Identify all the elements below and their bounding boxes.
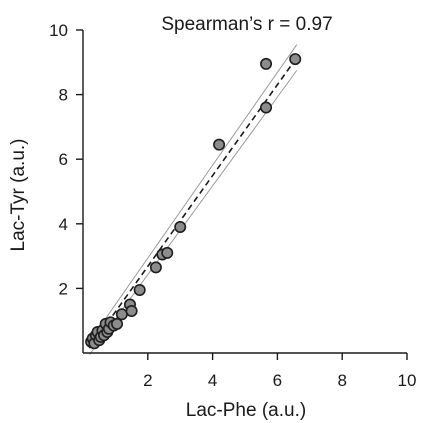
ci-upper-line (89, 44, 298, 342)
data-point (213, 138, 226, 151)
y-axis-title: Lac-Tyr (a.u.) (8, 139, 29, 252)
data-point (125, 305, 138, 318)
y-tick-label: 4 (59, 215, 68, 234)
axes (82, 30, 407, 354)
y-tick-label: 10 (49, 21, 68, 40)
ci-lower-line (89, 70, 298, 355)
data-point (133, 284, 146, 297)
x-tick-label: 4 (208, 371, 217, 390)
data-point (111, 317, 124, 330)
chart-title: Spearman’s r = 0.97 (161, 14, 332, 35)
y-tick-label: 6 (59, 150, 68, 169)
x-axis-title: Lac-Phe (a.u.) (186, 400, 306, 421)
data-point (115, 308, 128, 321)
data-point (161, 246, 174, 259)
x-tick-label: 2 (143, 371, 152, 390)
axis-ticks: 2 4 6 8 10 2 4 6 8 10 (49, 21, 416, 390)
x-tick-label: 10 (398, 371, 417, 390)
data-point (260, 101, 273, 114)
x-tick-label: 8 (337, 371, 346, 390)
data-point (289, 53, 302, 66)
fit-line (88, 56, 298, 349)
data-point (174, 221, 187, 234)
y-tick-label: 8 (59, 86, 68, 105)
x-tick-label: 6 (273, 371, 282, 390)
regression-line (88, 56, 298, 349)
confidence-band (89, 44, 298, 355)
data-point (149, 261, 162, 274)
data-points (85, 53, 302, 350)
y-tick-label: 2 (59, 279, 68, 298)
data-point (260, 57, 273, 70)
